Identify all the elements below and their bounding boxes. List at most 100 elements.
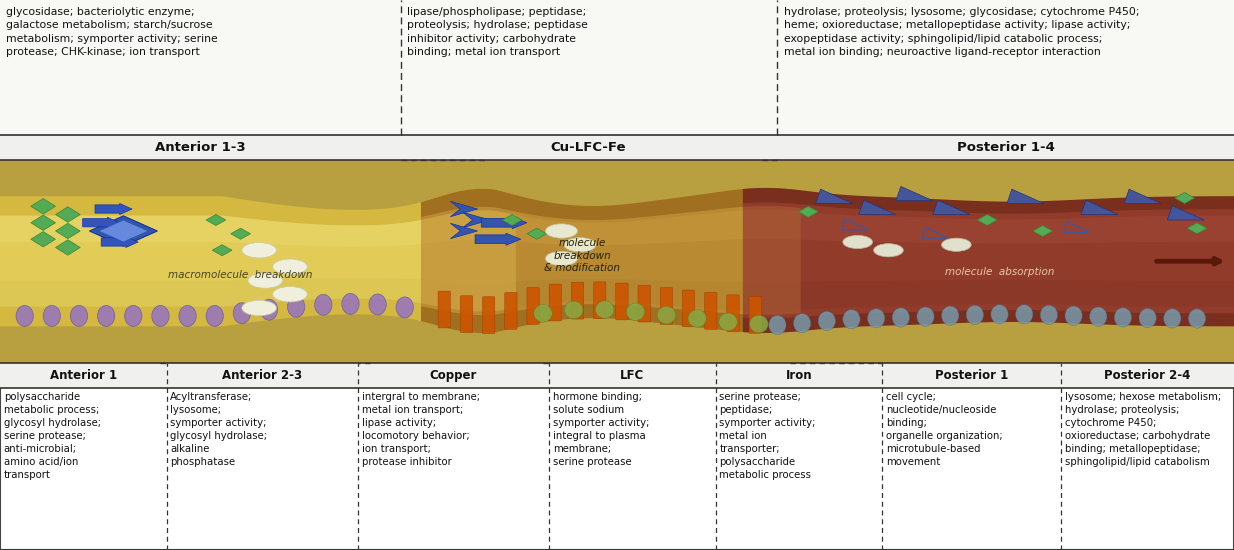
Circle shape [273,259,307,274]
FancyBboxPatch shape [682,290,695,327]
Polygon shape [56,240,80,255]
Ellipse shape [533,305,553,322]
Text: cell cycle;
nucleotide/nucleoside
binding;
organelle organization;
microtubule-b: cell cycle; nucleotide/nucleoside bindin… [886,392,1003,468]
Text: lysosome; hexose metabolism;
hydrolase; proteolysis;
cytochrome P450;
oxioreduct: lysosome; hexose metabolism; hydrolase; … [1065,392,1222,468]
Ellipse shape [315,294,332,315]
Polygon shape [743,210,1234,244]
Text: Anterior 1-3: Anterior 1-3 [154,141,246,153]
Ellipse shape [627,303,645,321]
Ellipse shape [718,313,738,331]
FancyArrow shape [95,204,132,214]
Text: Posterior 1: Posterior 1 [935,369,1008,382]
Polygon shape [933,200,970,214]
Polygon shape [0,211,516,246]
FancyBboxPatch shape [549,284,561,321]
Ellipse shape [396,297,413,318]
Polygon shape [896,186,933,201]
Polygon shape [421,206,801,315]
Polygon shape [798,206,818,217]
Circle shape [545,251,578,266]
Circle shape [545,224,578,238]
Text: molecule  absorption: molecule absorption [945,267,1054,277]
Text: molecule
breakdown
& modification: molecule breakdown & modification [544,238,621,273]
Circle shape [942,238,971,251]
Ellipse shape [1016,305,1033,324]
Ellipse shape [1164,309,1181,328]
Text: glycosidase; bacteriolytic enzyme;
galactose metabolism; starch/sucrose
metaboli: glycosidase; bacteriolytic enzyme; galac… [6,7,218,57]
Polygon shape [0,189,516,333]
Ellipse shape [868,309,885,328]
Ellipse shape [818,311,835,331]
Polygon shape [527,228,547,239]
Polygon shape [90,216,158,246]
Ellipse shape [288,296,305,317]
Ellipse shape [152,305,169,326]
Polygon shape [100,221,147,241]
Ellipse shape [750,315,769,333]
Polygon shape [0,211,516,311]
Polygon shape [450,223,478,239]
Polygon shape [450,201,478,217]
Text: Iron: Iron [786,369,812,382]
FancyArrow shape [101,236,138,248]
Ellipse shape [966,305,983,324]
FancyBboxPatch shape [638,285,650,322]
Text: macromolecule  breakdown: macromolecule breakdown [168,270,313,280]
Polygon shape [1033,226,1053,236]
Polygon shape [502,214,522,225]
Polygon shape [816,189,853,204]
FancyArrow shape [83,217,120,228]
Ellipse shape [793,314,811,333]
Bar [0,0,1234,135]
Circle shape [273,287,307,302]
Polygon shape [31,199,56,214]
Ellipse shape [843,310,860,329]
Polygon shape [212,245,232,256]
Bar [0,135,1234,160]
Circle shape [564,238,596,252]
Polygon shape [1081,200,1118,214]
FancyBboxPatch shape [594,282,606,319]
Polygon shape [421,210,801,245]
FancyBboxPatch shape [727,295,739,332]
Text: Posterior 2-4: Posterior 2-4 [1104,369,1191,382]
Ellipse shape [369,294,386,315]
Ellipse shape [596,301,615,318]
Polygon shape [421,188,801,333]
FancyBboxPatch shape [460,296,473,333]
Polygon shape [859,200,896,214]
FancyBboxPatch shape [505,293,517,329]
Text: hydrolase; proteolysis; lysosome; glycosidase; cytochrome P450;
heme; oxioreduct: hydrolase; proteolysis; lysosome; glycos… [784,7,1139,57]
Text: hormone binding;
solute sodium
symporter activity;
integral to plasma
membrane;
: hormone binding; solute sodium symporter… [553,392,649,468]
Ellipse shape [1090,307,1107,326]
Polygon shape [56,223,80,239]
Ellipse shape [917,307,934,326]
Ellipse shape [1188,309,1206,328]
Polygon shape [743,202,1234,318]
Circle shape [874,244,903,257]
Text: Acyltransferase;
lysosome;
symporter activity;
glycosyl hydrolase;
alkaline
phos: Acyltransferase; lysosome; symporter act… [170,392,268,468]
Ellipse shape [1040,305,1058,324]
Polygon shape [1124,189,1161,204]
Text: LFC: LFC [621,369,644,382]
Polygon shape [31,232,56,247]
FancyBboxPatch shape [527,288,539,324]
Text: Cu-LFC-Fe: Cu-LFC-Fe [550,141,627,153]
FancyBboxPatch shape [482,296,495,333]
Ellipse shape [1065,306,1082,325]
Circle shape [242,300,276,316]
Text: Anterior 1: Anterior 1 [49,369,117,382]
Bar [0,363,1234,388]
Ellipse shape [892,308,909,327]
FancyBboxPatch shape [705,293,717,329]
Ellipse shape [1114,308,1132,327]
FancyBboxPatch shape [660,288,673,324]
Polygon shape [1167,206,1204,220]
Polygon shape [421,279,801,311]
Polygon shape [743,188,1234,333]
Ellipse shape [16,305,33,326]
FancyArrow shape [481,217,527,229]
Ellipse shape [97,305,115,326]
FancyBboxPatch shape [616,283,628,320]
Bar [0,160,1234,363]
